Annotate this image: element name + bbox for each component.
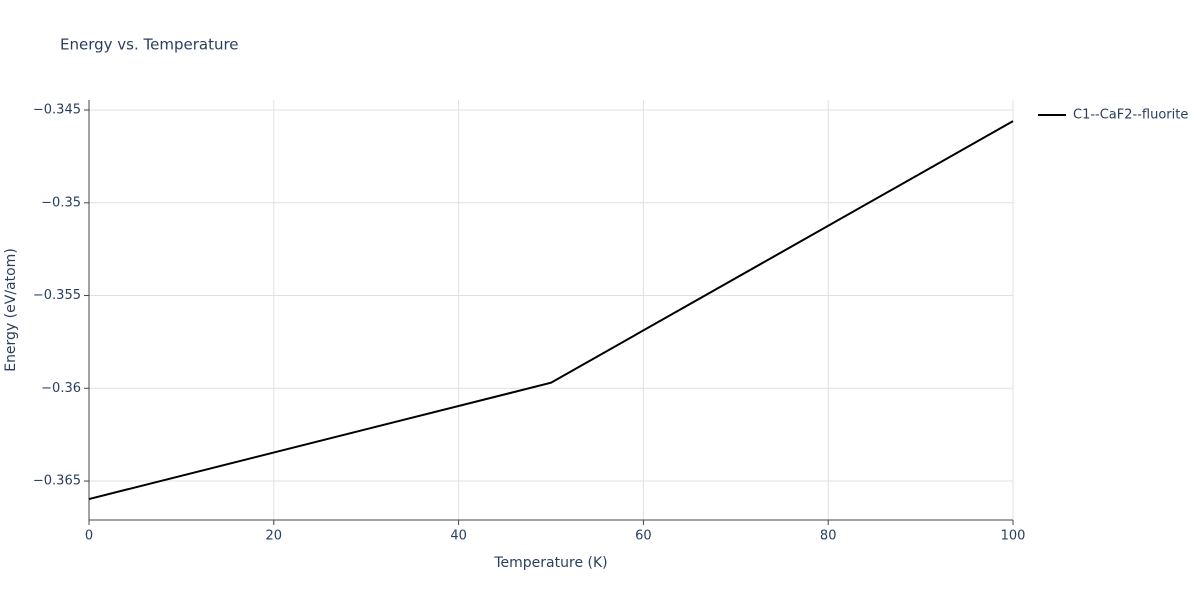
y-tick-label: −0.36 — [41, 381, 81, 396]
legend-label: C1--CaF2--fluorite — [1073, 108, 1188, 123]
y-tick-label: −0.355 — [33, 288, 81, 303]
x-tick-label: 40 — [450, 529, 467, 544]
data-line — [88, 120, 1014, 501]
chart-title: Energy vs. Temperature — [60, 36, 239, 54]
y-axis-label: Energy (eV/atom) — [3, 248, 19, 372]
y-tick-label: −0.35 — [41, 195, 81, 210]
x-tick-label: 0 — [85, 529, 93, 544]
x-tick-label: 80 — [820, 529, 837, 544]
y-tick-label: −0.365 — [33, 474, 81, 489]
y-tick-label: −0.345 — [33, 103, 81, 118]
x-tick-label: 100 — [1001, 529, 1026, 544]
x-tick-label: 20 — [266, 529, 283, 544]
x-tick-label: 60 — [635, 529, 652, 544]
x-axis-label: Temperature (K) — [493, 555, 607, 571]
